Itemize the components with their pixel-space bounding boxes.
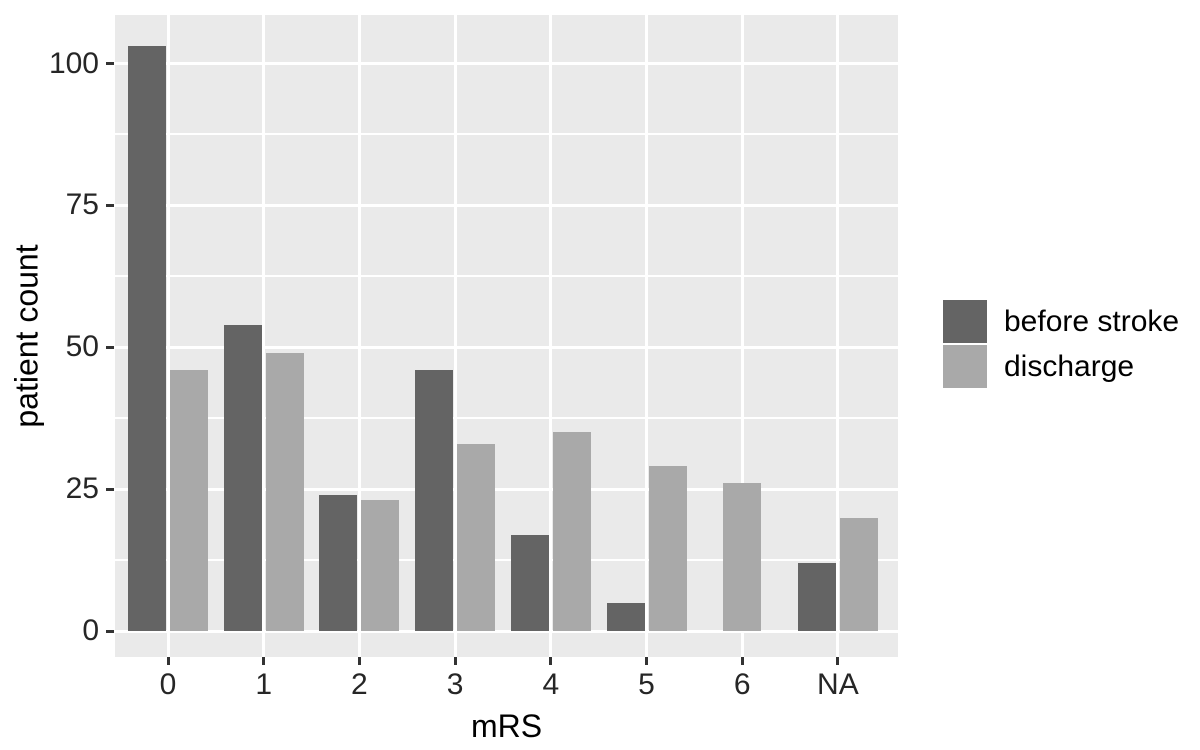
x-tick-mark (740, 657, 744, 665)
gridline-h-minor (115, 417, 898, 420)
bar-discharge-mrs-3 (457, 443, 496, 631)
bar-before-stroke-mrs-1 (223, 324, 262, 631)
bar-discharge-mrs-1 (265, 352, 304, 631)
y-tick-mark (106, 345, 114, 349)
bar-discharge-mrs-4 (552, 432, 591, 631)
gridline-v-major (166, 15, 170, 657)
x-tick-mark (645, 657, 648, 665)
y-tick-label: 0 (82, 614, 99, 647)
gridline-v-major (549, 15, 553, 657)
x-tick-mark (262, 657, 266, 665)
y-tick-mark (106, 62, 114, 65)
y-tick-mark (106, 629, 114, 633)
gridline-h-major (115, 487, 898, 491)
x-tick-label: 1 (255, 668, 273, 701)
gridline-h-minor (115, 559, 898, 562)
bar-before-stroke-mrs-2 (319, 494, 358, 631)
legend-item-before-stroke: before stroke (943, 300, 1179, 343)
x-tick-mark (453, 657, 457, 665)
gridline-v-major (836, 15, 840, 657)
x-tick-label: 4 (542, 668, 560, 701)
x-tick-mark (166, 657, 170, 665)
legend: before stroke discharge (943, 300, 1179, 390)
y-tick-mark (106, 487, 114, 491)
y-axis-title: patient count (8, 244, 45, 428)
y-tick-label: 100 (48, 46, 99, 80)
gridline-h-major (115, 345, 898, 349)
y-tick-mark (106, 203, 114, 207)
bar-discharge-mrs-NA (839, 517, 878, 631)
x-tick-mark (836, 657, 840, 665)
y-tick-label: 75 (65, 188, 99, 222)
gridline-h-minor (115, 275, 898, 278)
bar-before-stroke-mrs-3 (415, 369, 454, 631)
bar-discharge-mrs-5 (648, 466, 687, 631)
gridline-h-minor (115, 133, 898, 136)
bar-before-stroke-mrs-5 (606, 602, 645, 631)
bar-discharge-mrs-0 (170, 369, 208, 631)
gridline-v-major (262, 15, 266, 657)
legend-label-before-stroke: before stroke (1004, 304, 1180, 338)
bar-discharge-mrs-6 (723, 483, 762, 631)
x-axis-title: mRS (470, 708, 543, 744)
gridline-h-major (115, 203, 898, 207)
y-tick-label: 50 (65, 330, 99, 364)
gridline-v-major (453, 15, 457, 657)
y-tick-label: 25 (65, 472, 99, 506)
bar-discharge-mrs-2 (361, 500, 400, 631)
bar-before-stroke-mrs-0 (128, 46, 166, 631)
x-tick-mark (549, 657, 553, 665)
x-tick-mark (357, 657, 361, 665)
bar-before-stroke-mrs-4 (510, 534, 549, 631)
legend-key-discharge (943, 345, 987, 388)
chart-panel: 0 25 50 75 100 0 1 2 3 4 5 6 NA (49, 15, 898, 700)
gridline-h-major (115, 62, 898, 65)
x-tick-label: 2 (351, 668, 368, 701)
gridline-v-major (357, 15, 361, 657)
x-tick-label: NA (817, 668, 859, 701)
x-tick-label: 5 (638, 668, 655, 701)
bar-before-stroke-mrs-NA (797, 562, 836, 631)
x-tick-label: 3 (446, 668, 464, 701)
legend-key-before-stroke (943, 300, 987, 343)
gridline-v-major (740, 15, 744, 657)
x-tick-label: 6 (733, 668, 751, 701)
legend-label-discharge: discharge (1004, 349, 1135, 383)
x-tick-label: 0 (159, 668, 177, 701)
gridline-v-major (645, 15, 648, 657)
gridline-h-major (115, 629, 898, 633)
legend-item-discharge: discharge (943, 345, 1179, 388)
